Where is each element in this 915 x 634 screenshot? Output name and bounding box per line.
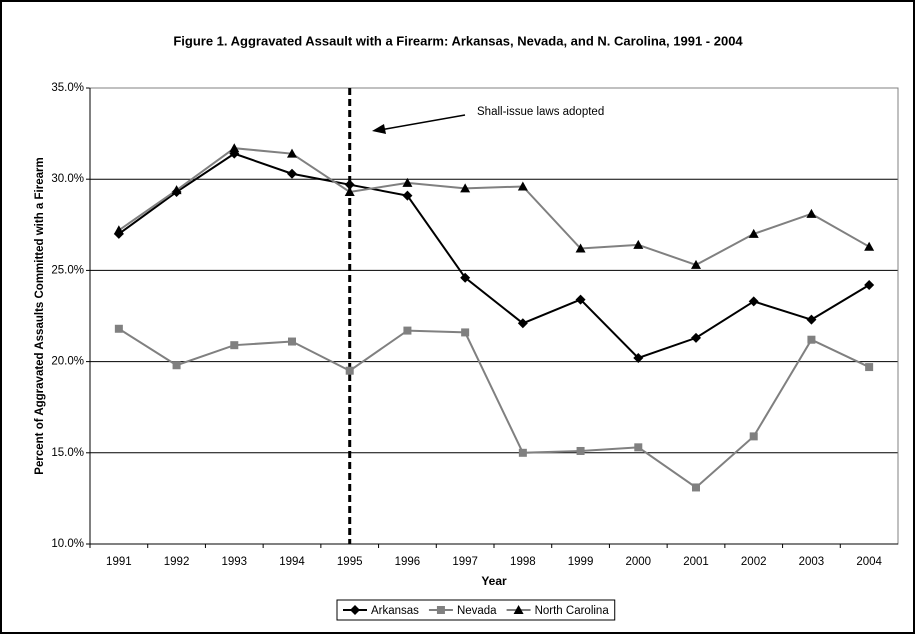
marker — [691, 332, 701, 343]
marker — [460, 272, 471, 283]
y-tick-label: 10.0% — [51, 538, 84, 550]
marker — [171, 185, 182, 195]
y-tick-label: 35.0% — [51, 82, 84, 94]
marker — [517, 318, 528, 329]
x-tick-label: 2000 — [625, 556, 651, 568]
y-tick-label: 15.0% — [51, 447, 84, 459]
x-tick-label: 1997 — [452, 556, 478, 568]
series-line — [118, 152, 870, 360]
marker — [864, 279, 875, 290]
annotation-arrowhead — [372, 124, 386, 134]
marker — [345, 366, 354, 375]
marker — [344, 186, 355, 196]
marker — [575, 294, 586, 305]
x-tick-label: 2002 — [741, 556, 767, 568]
marker — [288, 337, 296, 346]
marker — [806, 314, 817, 325]
annotation: Shall-issue laws adopted — [477, 106, 604, 118]
y-tick-label: 20.0% — [51, 356, 84, 368]
marker — [807, 335, 816, 344]
marker — [350, 605, 360, 615]
marker — [748, 296, 759, 307]
marker — [461, 328, 470, 337]
marker — [402, 190, 413, 201]
legend-box — [336, 599, 616, 621]
y-tick-label: 30.0% — [51, 173, 84, 185]
marker — [172, 361, 181, 370]
marker — [518, 448, 527, 457]
x-tick-label: 2001 — [683, 556, 709, 568]
x-tick-label: 1992 — [164, 556, 190, 568]
marker — [806, 208, 817, 218]
x-axis-label: Year — [481, 574, 507, 588]
marker — [633, 352, 644, 363]
marker — [113, 225, 124, 235]
legend-label: North Carolina — [535, 605, 610, 617]
marker — [513, 605, 524, 614]
x-tick-label: 1994 — [279, 556, 305, 568]
marker — [402, 177, 413, 187]
x-tick-label: 1998 — [510, 556, 536, 568]
legend-label: Nevada — [457, 605, 497, 617]
marker — [287, 168, 297, 179]
marker — [633, 239, 644, 249]
marker — [403, 326, 412, 335]
marker — [229, 143, 240, 153]
marker — [576, 446, 585, 455]
x-tick-label: 1996 — [395, 556, 421, 568]
marker — [460, 183, 471, 193]
marker — [436, 606, 445, 614]
marker — [692, 483, 700, 492]
marker — [230, 341, 239, 350]
marker — [344, 179, 355, 190]
chart-title: Figure 1. Aggravated Assault with a Fire… — [173, 33, 743, 48]
marker — [748, 228, 759, 238]
y-axis-label: Percent of Aggravated Assaults Committed… — [34, 157, 46, 474]
x-tick-label: 1991 — [106, 556, 132, 568]
x-tick-label: 2003 — [799, 556, 825, 568]
series-line — [118, 327, 870, 489]
x-tick-label: 1993 — [221, 556, 247, 568]
marker — [691, 259, 701, 269]
marker — [865, 363, 874, 372]
marker — [634, 443, 643, 452]
x-tick-label: 1995 — [337, 556, 363, 568]
marker — [575, 243, 586, 253]
x-tick-label: 1999 — [568, 556, 594, 568]
marker — [749, 432, 758, 441]
legend-label: Arkansas — [371, 605, 419, 617]
series-line — [118, 147, 870, 267]
annotation-arrow — [379, 114, 466, 131]
marker — [287, 148, 297, 158]
marker — [864, 241, 875, 251]
y-tick-label: 25.0% — [51, 264, 84, 276]
marker — [517, 181, 528, 191]
marker — [114, 324, 123, 333]
x-tick-label: 2004 — [856, 556, 882, 568]
